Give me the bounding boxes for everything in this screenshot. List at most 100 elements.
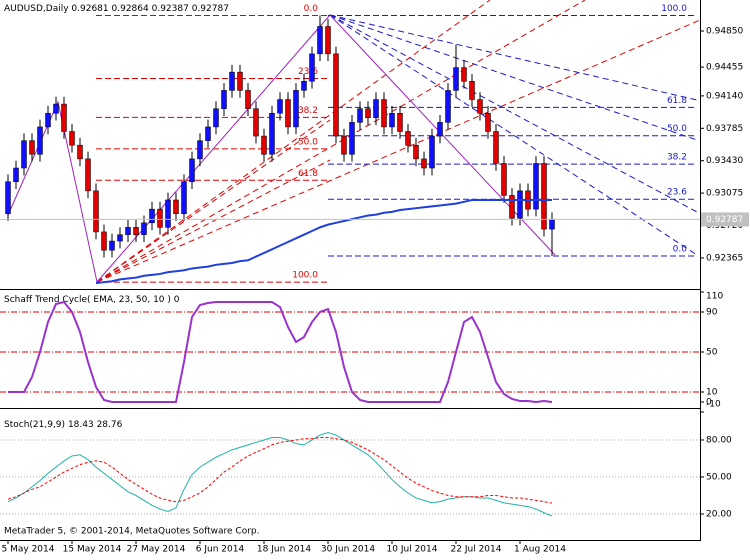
- open: 0.92681: [71, 4, 108, 14]
- fan-line: [329, 14, 698, 141]
- candle-body: [53, 103, 59, 114]
- candle-body: [509, 195, 515, 219]
- candle-body: [69, 131, 75, 146]
- fibo-label: 23.6: [667, 188, 687, 198]
- x-tick-label: 5 May 2014: [2, 545, 55, 555]
- series-line: [7, 437, 553, 504]
- y-tick-label: 10: [706, 388, 718, 398]
- candle-body: [93, 190, 99, 233]
- candle-body: [469, 81, 475, 100]
- candle-body: [37, 126, 43, 155]
- candle-body: [277, 99, 283, 114]
- candle-body: [29, 140, 35, 155]
- candle-body: [61, 103, 67, 132]
- candle-body: [477, 99, 483, 114]
- candle-body: [533, 163, 539, 210]
- x-tick-label: 6 Jun 2014: [196, 545, 245, 555]
- fibo-label: 38.2: [667, 153, 687, 163]
- candle-body: [501, 163, 507, 196]
- candle-body: [445, 90, 451, 123]
- candle-body: [109, 240, 115, 251]
- fan-line: [96, 159, 331, 283]
- candle-body: [85, 158, 91, 192]
- candle-body: [141, 222, 147, 235]
- candle-body: [397, 112, 403, 132]
- candle-body: [413, 144, 419, 160]
- symbol: AUDUSD,Daily: [4, 4, 69, 14]
- candle-body: [213, 108, 219, 128]
- candle-body: [349, 122, 355, 155]
- y-tick-label: 0.94140: [706, 91, 743, 101]
- candle-body: [181, 181, 187, 214]
- fan-line: [329, 14, 698, 256]
- y-tick-label: 50: [706, 348, 718, 358]
- y-tick-label: 90: [706, 308, 718, 318]
- y-tick-label: 110: [706, 292, 723, 302]
- fibo-label: 61.8: [298, 169, 318, 179]
- candle-body: [381, 99, 387, 128]
- candle-body: [13, 167, 19, 182]
- stc-last: 0: [174, 295, 180, 305]
- candle-body: [389, 112, 395, 128]
- fan-line: [329, 14, 698, 101]
- price-label: 0.92787: [706, 215, 743, 225]
- candle-body: [453, 67, 459, 91]
- stoch-main-last: 18.43: [68, 420, 94, 430]
- candle-body: [229, 71, 235, 91]
- candle-body: [157, 208, 163, 228]
- low: 0.92387: [152, 4, 189, 14]
- y-tick-label: 0.93430: [706, 156, 743, 166]
- candle-body: [373, 99, 379, 119]
- fibo-label: 50.0: [667, 124, 687, 134]
- candle-body: [421, 158, 427, 169]
- candle-body: [245, 90, 251, 109]
- fibo-label: 50.0: [298, 137, 318, 147]
- x-tick-label: 10 Jul 2014: [387, 545, 438, 555]
- y-tick-label: 0.94455: [706, 63, 743, 73]
- candle-body: [549, 219, 555, 230]
- fibo-label: 0.0: [304, 4, 319, 14]
- candle-body: [269, 112, 275, 155]
- candle-body: [341, 135, 347, 155]
- candle-body: [429, 135, 435, 169]
- stoch-title: Stoch(21,9,9) 18.43 28.76: [4, 420, 123, 430]
- candle-body: [45, 112, 51, 128]
- candle-body: [237, 71, 243, 91]
- candle-body: [405, 131, 411, 146]
- candle-body: [197, 140, 203, 160]
- close: 0.92787: [192, 4, 229, 14]
- candle-body: [301, 81, 307, 91]
- candle-body: [77, 144, 83, 160]
- fan-line: [96, 0, 586, 283]
- stoch-signal-last: 28.76: [97, 420, 123, 430]
- y-tick-label: 80.00: [706, 435, 732, 445]
- candle-body: [21, 140, 27, 169]
- stoch-name: Stoch(21,9,9): [4, 420, 65, 430]
- candle-body: [461, 67, 467, 82]
- candle-body: [253, 108, 259, 137]
- candle-body: [125, 227, 131, 235]
- candle-body: [189, 158, 195, 182]
- candle-body: [309, 53, 315, 82]
- candle-body: [173, 199, 179, 214]
- candle-body: [117, 234, 123, 242]
- high: 0.92864: [112, 4, 149, 14]
- candle-body: [357, 108, 363, 123]
- x-tick-label: 15 May 2014: [63, 545, 122, 555]
- footer: MetaTrader 5, © 2001-2014, MetaQuotes So…: [4, 527, 260, 537]
- candle-body: [101, 231, 107, 251]
- candle-body: [541, 163, 547, 230]
- y-tick-label: 0: [706, 398, 712, 408]
- candle-body: [133, 227, 139, 235]
- fibo-label: 61.8: [667, 96, 687, 106]
- x-tick-label: 30 Jun 2014: [321, 545, 375, 555]
- y-tick-label: 20.00: [706, 509, 732, 519]
- x-tick-label: 1 Aug 2014: [514, 545, 566, 555]
- fan-lines: [96, 0, 701, 283]
- stc-title: Schaff Trend Cycle( EMA, 23, 50, 10 ) 0: [4, 295, 180, 305]
- candle-body: [485, 112, 491, 132]
- candle-body: [365, 108, 371, 119]
